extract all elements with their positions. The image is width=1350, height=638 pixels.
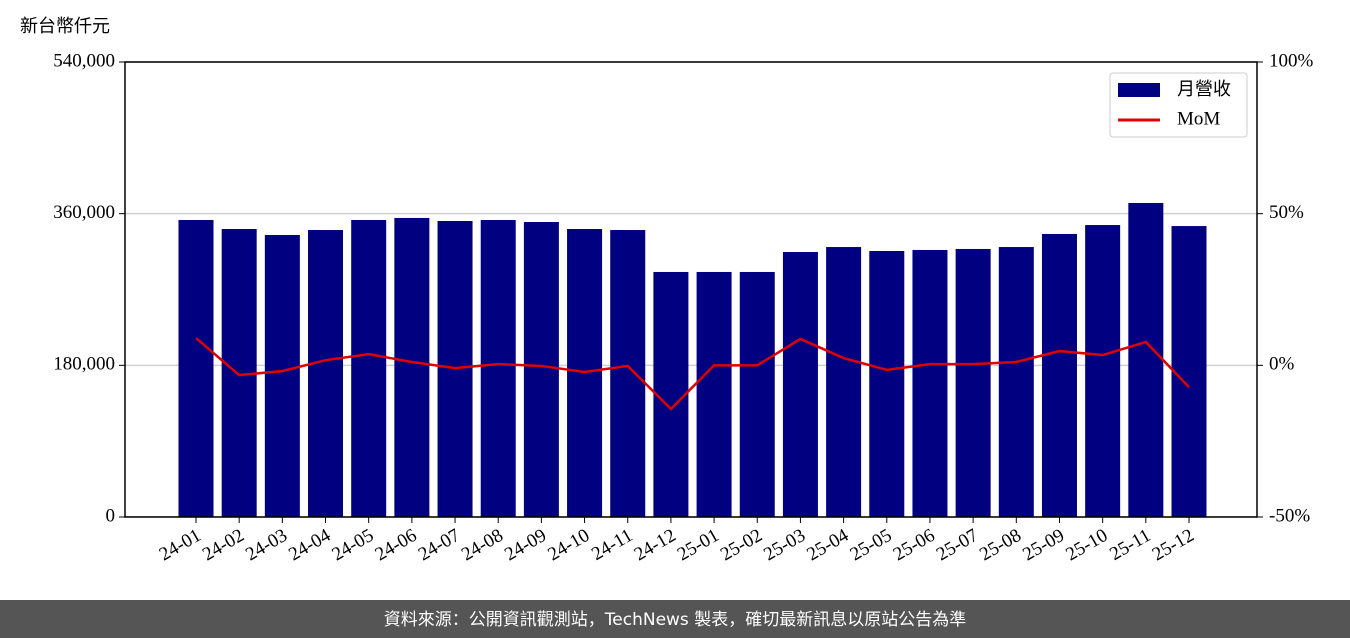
x-tick-label: 25-03 [760, 525, 809, 565]
legend-swatch [1118, 83, 1160, 97]
x-tick-label: 25-07 [933, 525, 982, 565]
bar [955, 248, 991, 517]
y-axis-label: 新台幣仟元 [20, 16, 110, 37]
x-tick-label: 25-09 [1019, 525, 1068, 565]
y-tick-label: 180,000 [53, 354, 115, 375]
mom-line [195, 337, 1190, 411]
x-tick-label: 25-01 [674, 525, 723, 565]
bar [351, 219, 387, 517]
y2-tick-label: 0% [1269, 354, 1295, 375]
x-tick-label: 24-04 [285, 525, 334, 566]
x-tick-label: 25-02 [717, 525, 766, 565]
bar [826, 247, 862, 518]
bar [869, 250, 905, 517]
bar [782, 252, 818, 517]
x-tick-label: 25-04 [803, 525, 852, 566]
x-tick-label: 25-06 [890, 525, 939, 565]
bar [178, 219, 214, 517]
y2-tick-label: 50% [1269, 202, 1304, 223]
y-tick-label: 540,000 [53, 50, 115, 71]
bar [696, 271, 732, 517]
x-tick-label: 24-05 [328, 525, 377, 565]
y-tick-label: 360,000 [53, 202, 115, 223]
legend-label: 月營收 [1177, 79, 1231, 100]
x-tick-label: 24-02 [199, 525, 248, 565]
bar [610, 230, 646, 517]
bar [1171, 226, 1207, 517]
bar [998, 247, 1034, 518]
x-tick-label: 25-11 [1106, 525, 1154, 565]
bar [308, 230, 344, 517]
bar [912, 249, 948, 517]
bar [1085, 225, 1121, 517]
bar [1128, 202, 1164, 517]
plot-frame [124, 61, 1258, 518]
x-tick-label: 25-10 [1062, 525, 1111, 565]
x-tick-label: 24-09 [501, 525, 550, 565]
x-tick-label: 24-08 [458, 525, 507, 565]
x-tick-label: 24-11 [588, 525, 636, 565]
bar [739, 271, 775, 517]
x-tick-label: 24-10 [544, 525, 593, 565]
x-tick-label: 24-07 [415, 525, 464, 565]
x-tick-label: 25-08 [976, 525, 1025, 565]
x-tick-label: 25-12 [1149, 525, 1198, 565]
bar [394, 217, 430, 518]
x-tick-label: 24-06 [372, 525, 421, 565]
bar [653, 271, 689, 517]
bar [264, 234, 300, 517]
x-tick-label: 24-12 [631, 525, 680, 565]
y2-tick-label: -50% [1269, 505, 1310, 526]
bar [480, 219, 516, 517]
bar [1041, 233, 1077, 517]
y2-tick-label: 100% [1269, 50, 1314, 71]
footer-bar [0, 600, 1350, 638]
x-tick-label: 24-01 [156, 525, 205, 565]
bar [523, 222, 559, 517]
footer-text: 資料來源：公開資訊觀測站，TechNews 製表，確切最新訊息以原站公告為準 [384, 610, 966, 630]
x-tick-label: 25-05 [847, 525, 896, 565]
x-tick-label: 24-03 [242, 525, 291, 565]
legend-label: MoM [1177, 108, 1220, 129]
y-tick-label: 0 [106, 505, 116, 526]
